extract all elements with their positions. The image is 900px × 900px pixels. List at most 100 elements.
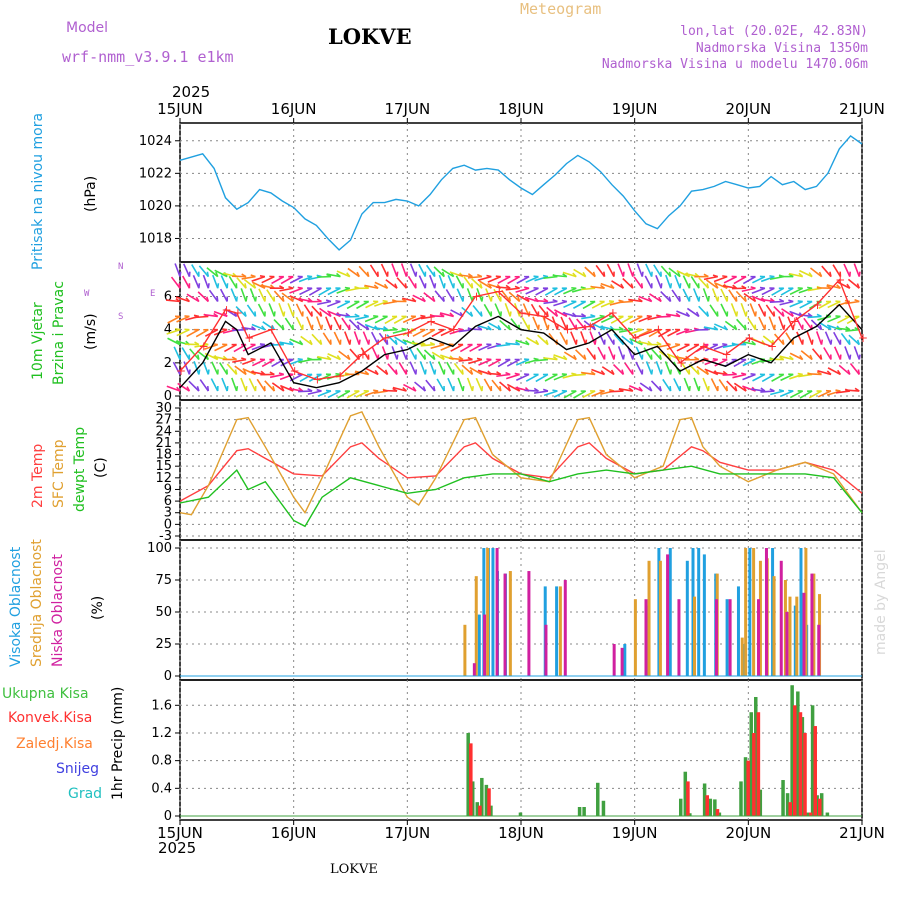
wind-arrow — [243, 279, 256, 289]
wind-arrow-head — [373, 315, 379, 318]
wind-arrow — [400, 346, 408, 360]
wind-arrow — [506, 373, 520, 380]
wind-arrow — [318, 287, 332, 296]
wind-arrow-head — [481, 296, 484, 302]
wind-arrow-head — [608, 300, 615, 303]
wind-arrow — [262, 321, 275, 331]
xtick-label-bottom: 19JUN — [612, 824, 658, 842]
wind-arrow-head — [251, 326, 256, 331]
wind-arrow — [649, 293, 662, 303]
wind-arrow — [612, 363, 624, 376]
wind-arrow — [431, 351, 445, 361]
wind-arrow — [576, 318, 587, 331]
wind-arrow-head — [781, 339, 785, 345]
precip-bar — [478, 805, 482, 816]
wind-arrow — [346, 390, 360, 399]
wind-arrow — [251, 281, 266, 289]
compass-s: S — [118, 312, 124, 322]
wind-arrow — [628, 298, 643, 303]
compass-n: N — [118, 262, 124, 272]
clouds-bar — [558, 586, 562, 676]
wind-arrow — [563, 390, 577, 399]
wind-arrow-head — [797, 300, 803, 303]
wind-arrow — [203, 313, 218, 318]
wind-arrow-head — [476, 273, 483, 278]
wind-arrow — [761, 373, 775, 383]
wind-arrow — [666, 343, 681, 351]
wind-arrow-head — [744, 324, 747, 330]
wind-arrow-head — [524, 286, 530, 290]
wind-arrow-head — [688, 385, 691, 392]
wind-arrow — [848, 334, 860, 346]
wind-arrow-head — [307, 275, 313, 278]
wind-arrow — [221, 377, 228, 392]
wind-arrow-head — [358, 339, 361, 345]
wind-arrow — [741, 340, 756, 346]
wind-arrow — [807, 372, 822, 376]
wind-arrow — [811, 348, 823, 361]
wind-arrow — [751, 295, 766, 303]
precip-legend-snow: Snijeg — [56, 761, 100, 777]
wind-arrow — [494, 303, 502, 317]
wind-arrow — [554, 287, 568, 296]
wind-arrow — [376, 365, 389, 376]
wind-arrow — [182, 275, 191, 289]
wind-arrow — [213, 310, 228, 318]
wind-arrow-head — [707, 385, 710, 392]
wind-arrow-head — [245, 385, 248, 392]
wind-arrow-head — [207, 369, 210, 375]
wind-arrow-head — [505, 371, 511, 376]
wind-arrow-head — [707, 296, 710, 302]
precip-bar — [686, 781, 690, 816]
wind-arrow-head — [259, 274, 266, 278]
wind-arrow — [327, 352, 341, 361]
wind-arrow-head — [307, 388, 313, 392]
wind-arrow — [702, 377, 710, 392]
wind-arrow-head — [363, 314, 369, 318]
wind-arrow-head — [713, 325, 719, 331]
wind-gust-point: + — [221, 303, 231, 317]
wind-arrow — [400, 263, 408, 277]
wind-arrow — [788, 272, 803, 278]
wind-arrow — [611, 280, 624, 289]
wind-arrow — [650, 380, 662, 392]
precip-bar — [739, 781, 743, 816]
wind-arrow — [264, 380, 275, 392]
wind-arrow-head — [195, 296, 200, 302]
wind-arrow-head — [618, 299, 624, 303]
wind-gust-point: + — [858, 331, 868, 345]
precip-bar — [825, 812, 830, 816]
wind-arrow-head — [383, 283, 389, 289]
wind-arrow — [257, 303, 266, 317]
wind-arrow-head — [384, 369, 389, 375]
wind-arrow-head — [590, 313, 596, 318]
wind-arrow — [414, 381, 426, 392]
wind-arrow — [696, 365, 709, 376]
xtick-label-top: 20JUN — [725, 100, 771, 118]
wind-arrow-head — [269, 371, 275, 376]
wind-arrow-head — [401, 327, 407, 331]
wind-arrow-head — [415, 271, 418, 277]
wind-arrow — [591, 322, 605, 331]
wind-arrow-head — [392, 326, 398, 331]
wind-arrow — [781, 308, 794, 318]
wind-arrow-head — [698, 385, 701, 392]
precip-bar — [806, 812, 810, 816]
wind-arrow-head — [281, 296, 285, 302]
wind-arrow-head — [505, 284, 511, 289]
wind-arrow — [833, 346, 842, 360]
wind-arrow — [770, 390, 784, 396]
wind-arrow — [570, 331, 577, 345]
wind-arrow — [364, 284, 379, 290]
xtick-label-bottom: 17JUN — [384, 824, 430, 842]
clouds-bar — [666, 554, 670, 676]
wind-arrow-head — [826, 370, 832, 376]
clouds-bar — [486, 548, 490, 676]
wind-arrow-head — [533, 357, 539, 361]
wind-arrow-head — [819, 324, 823, 330]
wind-arrow — [289, 338, 303, 346]
wind-arrow — [353, 331, 361, 345]
wind-arrow — [639, 382, 653, 392]
wind-arrow-head — [507, 324, 511, 330]
wind-arrow — [335, 313, 350, 318]
